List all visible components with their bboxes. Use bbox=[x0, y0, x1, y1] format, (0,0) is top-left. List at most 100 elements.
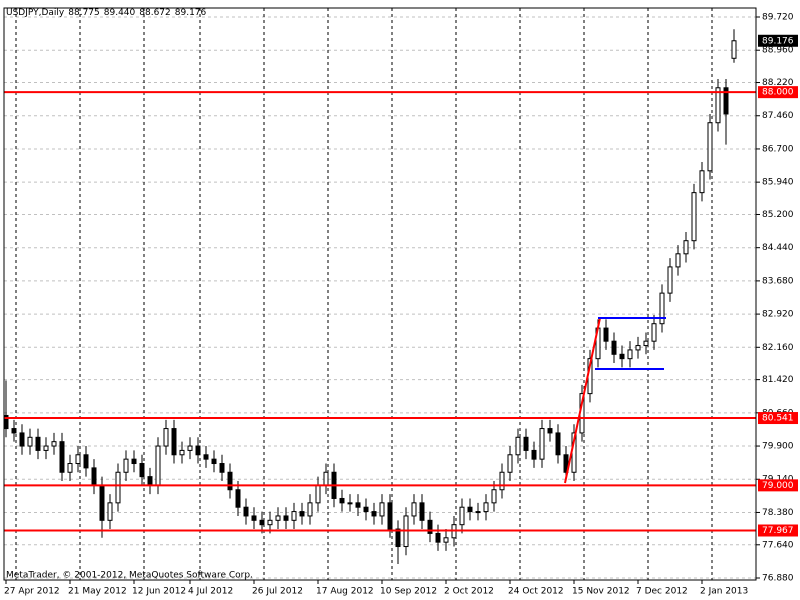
candle-body bbox=[707, 122, 713, 172]
candle-body bbox=[163, 428, 169, 447]
candle-body bbox=[27, 436, 33, 447]
y-tick-label: 87.460 bbox=[762, 111, 794, 121]
candle-body bbox=[427, 519, 433, 534]
candle-body bbox=[91, 467, 97, 486]
candle-body bbox=[219, 463, 225, 473]
candle-body bbox=[243, 506, 249, 517]
candle-body bbox=[643, 340, 649, 347]
symbol: USDJPY,Daily bbox=[6, 8, 65, 18]
axis: 89.720 88.960 88.220 87.460 86.700 85.940 85.2… bbox=[4, 13, 798, 597]
y-tick-label: 83.680 bbox=[762, 276, 794, 286]
header-value: 89.440 bbox=[104, 8, 136, 18]
y-tick-label: 81.420 bbox=[762, 375, 794, 385]
candle-body bbox=[235, 489, 241, 508]
candle-body bbox=[59, 441, 65, 473]
candle-body bbox=[275, 515, 281, 521]
price-label: 80.541 bbox=[762, 414, 794, 424]
candle-body bbox=[299, 511, 305, 517]
header-value: 88.672 bbox=[139, 8, 171, 18]
x-tick-label: 2 Jan 2013 bbox=[700, 587, 748, 597]
candle-body bbox=[651, 323, 657, 342]
candle-body bbox=[435, 532, 441, 543]
y-tick-label: 79.900 bbox=[762, 442, 794, 452]
candle-body bbox=[507, 454, 513, 473]
candle-body bbox=[467, 506, 473, 513]
candle-body bbox=[387, 502, 393, 530]
header-value: 89.176 bbox=[175, 8, 207, 18]
candle-body bbox=[691, 192, 697, 242]
candle-body bbox=[75, 454, 81, 465]
y-tick-label: 85.200 bbox=[762, 210, 794, 220]
candle-body bbox=[443, 537, 449, 543]
candle-body bbox=[211, 458, 217, 465]
y-tick-label: 82.160 bbox=[762, 343, 794, 353]
y-tick-label: 82.920 bbox=[762, 310, 794, 320]
candle-body bbox=[539, 428, 545, 460]
x-tick-label: 2 Oct 2012 bbox=[444, 587, 494, 597]
y-tick-label: 76.880 bbox=[762, 573, 794, 583]
candle-body bbox=[675, 253, 681, 268]
candle-body bbox=[267, 519, 273, 526]
candle-body bbox=[723, 87, 729, 115]
y-tick-label: 88.220 bbox=[762, 78, 794, 88]
candle-body bbox=[627, 349, 633, 360]
candle-body bbox=[635, 345, 641, 351]
candle-body bbox=[699, 170, 705, 194]
price-label-box bbox=[758, 479, 798, 492]
chart-header: USDJPY,Daily 88.775 89.440 88.672 89.176 bbox=[6, 8, 207, 18]
candle-body bbox=[515, 436, 521, 456]
price-label: 88.000 bbox=[762, 88, 794, 98]
candle-body bbox=[547, 428, 553, 434]
x-tick-label: 10 Sep 2012 bbox=[380, 587, 437, 597]
x-tick-label: 24 Oct 2012 bbox=[508, 587, 564, 597]
y-tick-label: 84.440 bbox=[762, 243, 794, 253]
y-tick-label: 86.700 bbox=[762, 144, 794, 154]
candle-body bbox=[355, 502, 361, 508]
x-tick-label: 12 Jun 2012 bbox=[132, 587, 186, 597]
candle-body bbox=[611, 340, 617, 355]
candle-body bbox=[11, 428, 17, 434]
candle-body bbox=[347, 502, 353, 505]
y-tick-label: 88.960 bbox=[762, 46, 794, 56]
current-price-box bbox=[758, 34, 798, 47]
candle-body bbox=[43, 445, 49, 451]
candle-body bbox=[291, 511, 297, 521]
candle-body bbox=[523, 436, 529, 451]
candle-body bbox=[323, 471, 329, 486]
price-label: 79.000 bbox=[762, 481, 794, 491]
header-value: 88.775 bbox=[68, 8, 100, 18]
candle-body bbox=[499, 471, 505, 491]
x-tick-label: 7 Dec 2012 bbox=[636, 587, 688, 597]
candle-body bbox=[51, 441, 57, 447]
candle-body bbox=[339, 497, 345, 504]
candle-body bbox=[555, 432, 561, 456]
candle-body bbox=[131, 458, 137, 465]
price-label-box bbox=[758, 86, 798, 99]
candle-body bbox=[363, 506, 369, 513]
candle-body bbox=[715, 87, 721, 124]
x-tick-label: 21 May 2012 bbox=[68, 587, 127, 597]
candle-body bbox=[531, 449, 537, 460]
plot-frame bbox=[3, 7, 757, 581]
candle-body bbox=[411, 502, 417, 517]
y-tick-label: 85.940 bbox=[762, 178, 794, 188]
candle-body bbox=[203, 454, 209, 460]
x-tick-label: 4 Jul 2012 bbox=[188, 587, 233, 597]
current-price-label: 89.176 bbox=[762, 36, 794, 46]
candle-body bbox=[259, 519, 265, 526]
candle-body bbox=[67, 463, 73, 473]
y-tick-label: 77.640 bbox=[762, 540, 794, 550]
candles bbox=[3, 29, 756, 565]
candle-body bbox=[683, 240, 689, 255]
candle-body bbox=[283, 515, 289, 521]
candle-body bbox=[667, 266, 673, 294]
trend-line bbox=[564, 317, 601, 484]
candle-body bbox=[35, 436, 41, 451]
candle-body bbox=[659, 292, 665, 325]
price-label-box bbox=[758, 524, 798, 537]
candle-body bbox=[147, 476, 153, 486]
candle-body bbox=[307, 502, 313, 517]
candle-body bbox=[251, 515, 257, 521]
candle-body bbox=[83, 454, 89, 469]
